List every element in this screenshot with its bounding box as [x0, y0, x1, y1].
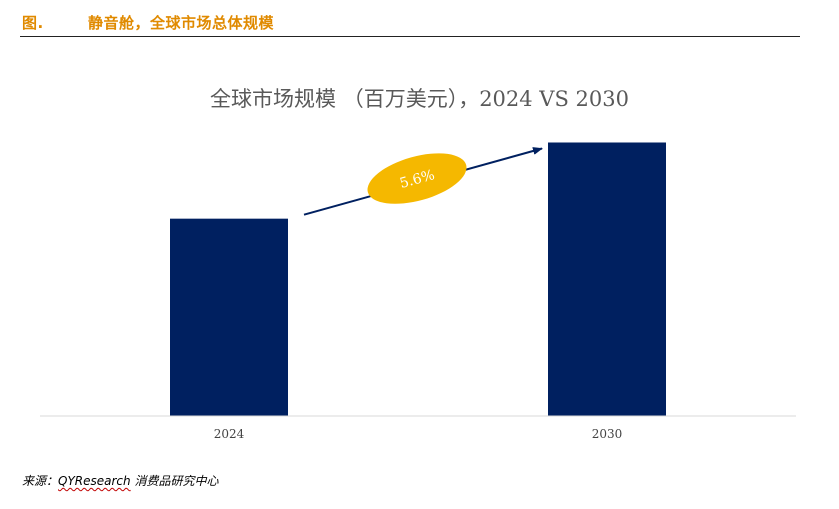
source-name: QYResearch [58, 474, 131, 488]
bars-group [170, 142, 666, 416]
source-note: 来源：QYResearch 消费品研究中心 [22, 472, 218, 489]
growth-annotation: 5.6% [303, 147, 543, 216]
bar-2024 [170, 218, 288, 416]
cagr-ellipse [367, 153, 467, 204]
x-tick-label-2030: 2030 [592, 427, 623, 441]
chart-title: 全球市场规模 （百万美元），2024 VS 2030 [210, 87, 629, 111]
figure-label: 图. [22, 14, 44, 32]
source-prefix: 来源： [22, 474, 59, 488]
figure-header: 图. 静音舱，全球市场总体规模 [20, 8, 800, 37]
figure-title: 静音舱，全球市场总体规模 [88, 14, 275, 32]
x-tick-label-2024: 2024 [214, 427, 245, 441]
source-suffix: 消费品研究中心 [130, 474, 219, 488]
bar-2030 [548, 142, 666, 416]
tick-labels-group: 2024 2030 [214, 427, 623, 441]
